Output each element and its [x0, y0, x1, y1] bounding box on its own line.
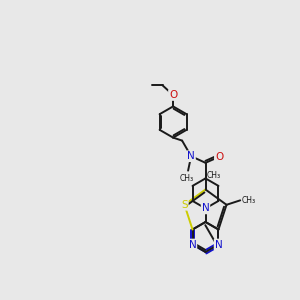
Text: S: S — [181, 200, 188, 210]
Text: CH₃: CH₃ — [207, 171, 221, 180]
Text: N: N — [189, 239, 196, 250]
Text: N: N — [202, 203, 209, 213]
Text: N: N — [187, 151, 195, 161]
Text: CH₃: CH₃ — [179, 174, 194, 183]
Text: O: O — [169, 90, 177, 100]
Text: O: O — [215, 152, 223, 162]
Text: N: N — [214, 239, 222, 250]
Text: CH₃: CH₃ — [242, 196, 256, 205]
